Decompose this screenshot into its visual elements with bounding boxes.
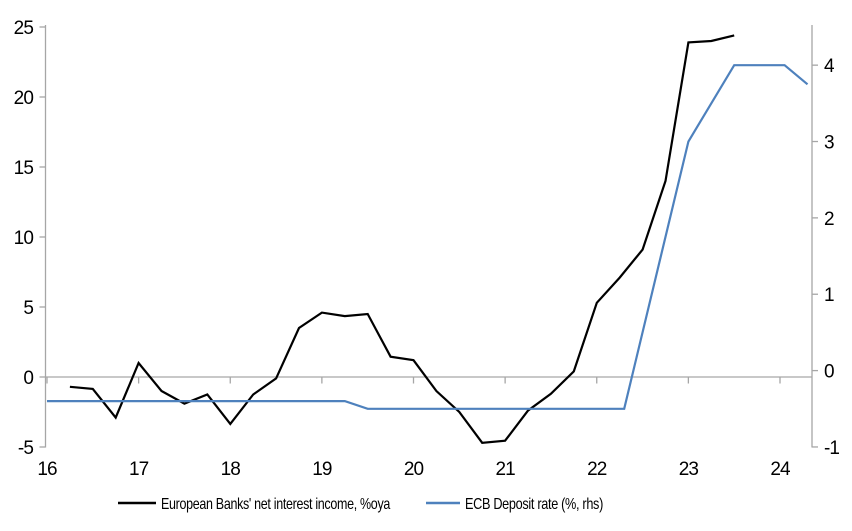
ecb-deposit-rate-line [47,64,809,410]
x-axis-tick-label: 23 [679,459,699,480]
right-axis-tick-label: 4 [824,56,835,77]
right-axis-tick-label: 0 [824,362,834,383]
legend: European Banks' net interest income, %oy… [118,496,603,513]
net-interest-income-legend-label: European Banks' net interest income, %oy… [161,496,390,513]
x-axis-tick-label: 24 [770,459,791,480]
x-axis-tick-label: 19 [312,459,332,480]
left-axis-tick-label: 15 [14,158,34,179]
x-axis-tick-label: 21 [495,459,515,480]
left-axis-tick-label: 25 [14,18,34,39]
left-axis-tick-label: 20 [14,88,34,109]
axes-group [39,25,818,448]
x-axis-tick-label: 22 [587,459,607,480]
left-axis-tick-label: 0 [23,368,33,389]
x-axis-tick-label: 16 [37,459,57,480]
left-axis-tick-label: -5 [18,438,33,459]
right-axis-tick-label: -1 [824,438,839,459]
ecb-deposit-rate-legend-label: ECB Deposit rate (%, rhs) [465,496,603,513]
right-axis-tick-label: 1 [824,285,834,306]
right-axis-tick-label: 2 [824,209,834,230]
x-axis-tick-label: 20 [404,459,424,480]
left-axis-tick-label: 10 [14,228,34,249]
right-axis-tick-label: 3 [824,133,834,154]
x-axis-tick-label: 17 [129,459,149,480]
net-interest-income-line [69,34,735,444]
left-axis-tick-label: 5 [23,298,33,319]
x-axis-tick-label: 18 [221,459,241,480]
